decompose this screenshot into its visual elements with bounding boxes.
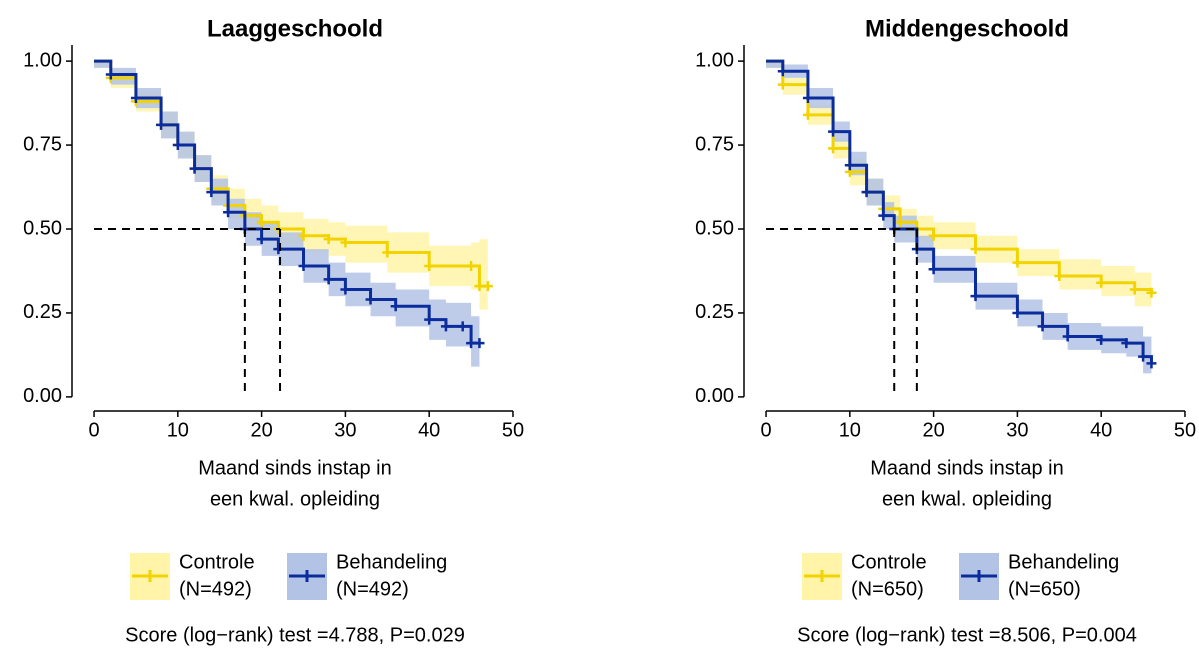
censor-mark <box>895 217 906 228</box>
x-tick-label: 30 <box>1006 419 1028 441</box>
censor-mark <box>382 247 393 258</box>
x-axis-label: Maand sinds instap in <box>198 457 391 479</box>
legend-label: (N=650) <box>1008 578 1081 600</box>
censor-mark <box>256 234 267 245</box>
censor-mark <box>777 79 788 90</box>
x-tick-label: 50 <box>1174 419 1196 441</box>
censor-mark <box>802 93 813 104</box>
censor-mark <box>928 264 939 275</box>
censor-mark <box>323 234 334 245</box>
legend-label: (N=650) <box>851 578 924 600</box>
censor-mark <box>298 260 309 271</box>
censor-mark <box>156 119 167 130</box>
censor-mark <box>777 66 788 77</box>
censor-mark <box>1037 321 1048 332</box>
y-tick-label: 1.00 <box>695 49 734 71</box>
y-tick-label: 0.25 <box>695 301 734 323</box>
legend-label: Behandeling <box>1008 551 1119 573</box>
x-tick-label: 40 <box>418 419 440 441</box>
censor-mark <box>424 260 435 271</box>
x-tick-label: 50 <box>502 419 524 441</box>
x-tick-label: 10 <box>167 419 189 441</box>
censor-mark <box>970 291 981 302</box>
censor-mark <box>105 69 116 80</box>
censor-mark <box>802 109 813 120</box>
x-tick-label: 40 <box>1090 419 1112 441</box>
annotation: Score (log−rank) test =4.788, P=0.029 <box>125 624 465 646</box>
x-tick-label: 0 <box>760 419 771 441</box>
x-tick-label: 10 <box>839 419 861 441</box>
censor-mark <box>172 140 183 151</box>
y-tick-label: 0.25 <box>23 301 62 323</box>
censor-mark <box>474 338 485 349</box>
censor-mark <box>828 126 839 137</box>
legend-label: (N=492) <box>179 578 252 600</box>
censor-mark <box>1121 338 1132 349</box>
censor-mark <box>1012 257 1023 268</box>
y-tick-label: 0.50 <box>23 217 62 239</box>
censor-mark <box>223 207 234 218</box>
confidence-band <box>766 61 1152 381</box>
annotation: Score (log−rank) test =8.506, P=0.004 <box>797 624 1137 646</box>
censor-mark <box>130 93 141 104</box>
censor-mark <box>474 281 485 292</box>
censor-mark <box>928 230 939 241</box>
x-axis-label: een kwal. opleiding <box>882 488 1052 510</box>
legend-label: Controle <box>851 551 927 573</box>
y-tick-label: 0.75 <box>23 133 62 155</box>
legend-label: (N=492) <box>336 578 409 600</box>
x-tick-label: 20 <box>922 419 944 441</box>
x-tick-label: 0 <box>88 419 99 441</box>
censor-mark <box>390 301 401 312</box>
confidence-band <box>94 61 488 310</box>
censor-mark <box>273 244 284 255</box>
censor-mark <box>844 160 855 171</box>
chart-title: Laaggeschoold <box>207 15 383 42</box>
censor-mark <box>424 314 435 325</box>
y-tick-label: 1.00 <box>23 49 62 71</box>
confidence-band <box>94 61 480 367</box>
y-tick-label: 0.00 <box>695 385 734 407</box>
survival-line <box>766 59 1153 364</box>
x-tick-label: 20 <box>250 419 272 441</box>
censor-mark <box>878 210 889 221</box>
censor-mark <box>1146 287 1157 298</box>
censor-mark <box>298 230 309 241</box>
legend-label: Behandeling <box>336 551 447 573</box>
censor-mark <box>340 284 351 295</box>
y-tick-label: 0.75 <box>695 133 734 155</box>
censor-mark <box>1146 358 1157 369</box>
censor-mark <box>340 237 351 248</box>
censor-mark <box>861 187 872 198</box>
chart-title: Middengeschoold <box>865 15 1069 42</box>
censor-mark <box>1012 307 1023 318</box>
censor-mark <box>365 294 376 305</box>
x-axis-label: Maand sinds instap in <box>870 457 1063 479</box>
x-axis-label: een kwal. opleiding <box>210 488 380 510</box>
censor-mark <box>482 281 493 292</box>
censor-mark <box>256 217 267 228</box>
censor-mark <box>970 244 981 255</box>
censor-mark <box>466 338 477 349</box>
y-tick-label: 0.50 <box>695 217 734 239</box>
censor-mark <box>323 274 334 285</box>
censor-mark <box>1054 271 1065 282</box>
censor-mark <box>466 260 477 271</box>
legend-label: Controle <box>179 551 255 573</box>
censor-mark <box>440 321 451 332</box>
censor-mark <box>828 143 839 154</box>
censor-mark <box>1129 284 1140 295</box>
y-tick-label: 0.00 <box>23 385 62 407</box>
censor-mark <box>206 187 217 198</box>
censor-mark <box>1062 331 1073 342</box>
censor-mark <box>1096 277 1107 288</box>
censor-mark <box>189 163 200 174</box>
censor-mark <box>1096 334 1107 345</box>
x-tick-label: 30 <box>334 419 356 441</box>
censor-mark <box>457 321 468 332</box>
censor-mark <box>1138 351 1149 362</box>
